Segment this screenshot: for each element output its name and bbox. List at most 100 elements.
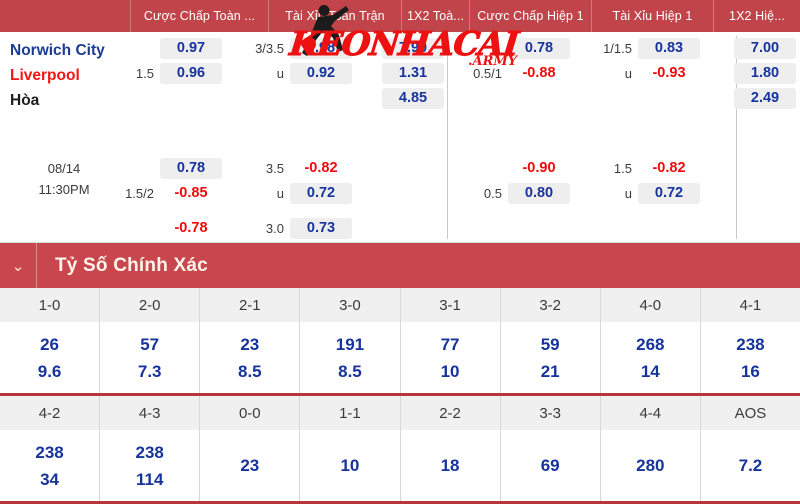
x12-full-away-odd[interactable]: 1.31 (382, 63, 444, 84)
correct-score-cell[interactable]: 69 (501, 430, 601, 501)
tab-handicap-half1[interactable]: Cược Chấp Hiệp 1 (469, 0, 591, 32)
overunder-full-row1[interactable]: 3/3.5 0.98 (252, 38, 352, 59)
correct-score-value-row: 26 9.6 57 7.3 23 8.5 191 8.5 77 10 59 21 268 14 238 16 (0, 322, 800, 393)
handicap-h1-row1[interactable]: 0.78 (470, 38, 570, 59)
correct-score-cell[interactable]: 238 16 (701, 322, 800, 393)
correct-score-odd: 114 (135, 469, 164, 489)
correct-score-odd: 23 (240, 334, 260, 354)
chevron-down-icon[interactable]: ⌄ (11, 257, 25, 275)
x12-h1-draw[interactable]: 2.49 (734, 88, 796, 109)
handicap-h1-cap2: 0.5/1 (473, 66, 502, 81)
handicap-full-odd3[interactable]: 0.78 (160, 158, 222, 179)
correct-score-cell[interactable]: 59 21 (501, 322, 601, 393)
overunder-full-row4[interactable]: u 0.72 (252, 183, 352, 204)
overunder-full-row5[interactable]: 3.0 0.73 (252, 218, 352, 239)
overunder-full-odd4[interactable]: 0.72 (290, 183, 352, 204)
handicap-full-row5[interactable]: -0.78 (122, 218, 222, 239)
handicap-h1-odd2[interactable]: -0.88 (522, 65, 556, 81)
correct-score-cell[interactable]: 10 (300, 430, 401, 501)
odds-board: Norwich City Liverpool Hòa 08/14 11:30PM… (0, 32, 800, 264)
overunder-full-row3[interactable]: 3.5 -0.82 (252, 158, 352, 179)
correct-score-odd: 14 (640, 361, 660, 381)
board-divider-1 (447, 36, 448, 239)
correct-score-cell[interactable]: 238 114 (100, 430, 201, 501)
x12-full-home[interactable]: 7.90 (382, 38, 444, 59)
x12-h1-home-odd[interactable]: 7.00 (734, 38, 796, 59)
correct-score-odd: 21 (540, 361, 560, 381)
overunder-h1-cap1: 1/1.5 (603, 41, 632, 56)
overunder-h1-cap2: u (624, 66, 632, 81)
correct-score-header-cell: 4-1 (739, 296, 762, 314)
handicap-h1-odd4[interactable]: 0.80 (508, 183, 570, 204)
correct-score-cell[interactable]: 23 (200, 430, 301, 501)
tab-overunder-half1[interactable]: Tài Xỉu Hiệp 1 (591, 0, 713, 32)
correct-score-cell[interactable]: 238 34 (0, 430, 101, 501)
overunder-h1-odd1[interactable]: 0.83 (638, 38, 700, 59)
overunder-h1-odd4[interactable]: 0.72 (638, 183, 700, 204)
x12-h1-draw-odd[interactable]: 2.49 (734, 88, 796, 109)
correct-score-cell[interactable]: 7.2 (701, 430, 800, 501)
tab-1x2-half1[interactable]: 1X2 Hiệ... (713, 0, 800, 32)
overunder-full-row2[interactable]: u 0.92 (252, 63, 352, 84)
handicap-full-row3[interactable]: 0.78 (122, 158, 222, 179)
correct-score-cell[interactable]: 57 7.3 (100, 322, 201, 393)
handicap-h1-row3[interactable]: -0.90 (470, 158, 570, 179)
correct-score-odd: 59 (540, 334, 560, 354)
correct-score-cell[interactable]: 26 9.6 (0, 322, 101, 393)
x12-h1-away[interactable]: 1.80 (734, 63, 796, 84)
overunder-h1-row4[interactable]: u 0.72 (600, 183, 700, 204)
overunder-full-odd2[interactable]: 0.92 (290, 63, 352, 84)
overunder-h1-row1[interactable]: 1/1.5 0.83 (600, 38, 700, 59)
correct-score-odd: 8.5 (338, 361, 362, 381)
handicap-full-odd2[interactable]: 0.96 (160, 63, 222, 84)
correct-score-odd: 77 (440, 334, 460, 354)
overunder-h1-odd2[interactable]: -0.93 (652, 65, 686, 81)
correct-score-cell[interactable]: 23 8.5 (200, 322, 301, 393)
overunder-h1-row2[interactable]: u -0.93 (600, 63, 700, 84)
team-names: Norwich City Liverpool Hòa (10, 38, 160, 113)
x12-full-draw[interactable]: 4.85 (382, 88, 444, 109)
handicap-h1-row2[interactable]: 0.5/1 -0.88 (470, 63, 570, 84)
correct-score-odd: 7.2 (738, 456, 763, 475)
handicap-h1-odd1[interactable]: 0.78 (508, 38, 570, 59)
correct-score-odd: 268 (636, 334, 665, 354)
x12-h1-away-odd[interactable]: 1.80 (734, 63, 796, 84)
correct-score-section-header[interactable]: ⌄ Tỷ Số Chính Xác (0, 243, 800, 288)
x12-h1-home[interactable]: 7.00 (734, 38, 796, 59)
correct-score-cell[interactable]: 191 8.5 (300, 322, 401, 393)
handicap-full-row2[interactable]: 1.5 0.96 (122, 63, 222, 84)
tab-handicap-full[interactable]: Cược Chấp Toàn ... (130, 0, 268, 32)
handicap-full-row4[interactable]: 1.5/2 -0.85 (122, 183, 222, 204)
overunder-h1-cap3: 1.5 (613, 161, 632, 176)
overunder-h1-row3[interactable]: 1.5 -0.82 (600, 158, 700, 179)
correct-score-header-cell: 4-0 (601, 288, 701, 322)
handicap-h1-odd3[interactable]: -0.90 (522, 160, 556, 176)
correct-score-cell[interactable]: 280 (601, 430, 701, 501)
x12-full-home-odd[interactable]: 7.90 (382, 38, 444, 59)
overunder-full-odd5[interactable]: 0.73 (290, 218, 352, 239)
handicap-full-odd1[interactable]: 0.97 (160, 38, 222, 59)
correct-score-cell[interactable]: 268 14 (601, 322, 701, 393)
tab-overunder-full[interactable]: Tài Xỉu Toàn Trận (268, 0, 401, 32)
overunder-full-cap2: u (276, 66, 284, 81)
correct-score-row: 1-0 2-0 2-1 3-0 3-1 3-2 4-0 4-1 26 9.6 57 7.3 23 8.5 1… (0, 288, 800, 396)
handicap-full-row1[interactable]: 0.97 (122, 38, 222, 59)
correct-score-header-cell: 3-1 (401, 288, 501, 322)
tab-1x2-full[interactable]: 1X2 Toà... (401, 0, 469, 32)
overunder-full-odd3[interactable]: -0.82 (304, 160, 338, 176)
overunder-full-cap4: u (276, 186, 284, 201)
x12-full-draw-odd[interactable]: 4.85 (382, 88, 444, 109)
correct-score-cell[interactable]: 77 10 (401, 322, 501, 393)
correct-score-value-row: 238 34 238 114 23 10 18 69 280 7.2 (0, 430, 800, 501)
x12-full-away[interactable]: 1.31 (382, 63, 444, 84)
correct-score-header-row: 4-2 4-3 0-0 1-1 2-2 3-3 4-4 AOS (0, 396, 800, 430)
home-team-name: Norwich City (10, 42, 105, 59)
handicap-h1-row4[interactable]: 0.5 0.80 (470, 183, 570, 204)
correct-score-header-cell: 2-2 (401, 396, 501, 430)
handicap-full-odd5[interactable]: -0.78 (174, 220, 208, 236)
handicap-full-odd4[interactable]: -0.85 (174, 185, 208, 201)
correct-score-cell[interactable]: 18 (401, 430, 501, 501)
overunder-full-odd1[interactable]: 0.98 (290, 38, 352, 59)
overunder-h1-odd3[interactable]: -0.82 (652, 160, 686, 176)
correct-score-header-cell: 4-4 (601, 396, 701, 430)
